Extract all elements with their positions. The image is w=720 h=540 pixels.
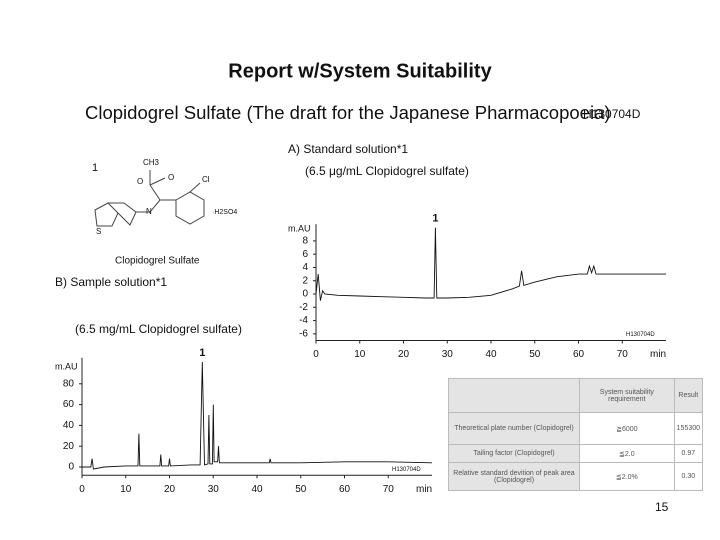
peak-label: 1	[199, 347, 205, 359]
y-tick-label: 20	[63, 441, 75, 452]
x-axis-label: min	[650, 349, 666, 360]
x-tick-label: 40	[251, 484, 263, 495]
table-cell: Relative standard devition of peak area …	[448, 462, 580, 491]
atom-label: Cl	[202, 175, 210, 184]
atom-label: ·H2SO4	[212, 209, 237, 216]
document-code: H130704D	[583, 107, 641, 121]
atom-label: S	[96, 227, 101, 236]
table-cell: Theoretical plate number (Clopidogrel)	[448, 412, 580, 445]
y-tick-label: 60	[63, 399, 75, 410]
chart-subtitle: (6.5 μg/mL Clopidogrel sulfate)	[305, 164, 469, 178]
table-header: Result	[673, 378, 704, 413]
structure-number: 1	[92, 162, 98, 174]
y-tick-label: 0	[68, 462, 74, 473]
x-tick-label: 20	[164, 484, 176, 495]
structure-formula	[94, 170, 205, 227]
slide-title: Report w/System Suitability	[228, 60, 492, 82]
atom-label: O	[168, 173, 174, 182]
table-header: System suitability requirement	[579, 378, 675, 413]
y-tick-label: 80	[63, 378, 75, 389]
table-cell: ≦2.0%	[579, 462, 675, 491]
structure-name: Clopidogrel Sulfate	[115, 256, 200, 267]
y-tick-label: -6	[299, 329, 308, 340]
atom-label: O	[137, 177, 143, 186]
y-tick-label: 6	[302, 249, 308, 260]
table-cell: 155300	[673, 412, 704, 445]
x-tick-label: 70	[617, 349, 629, 360]
slide-subtitle: Clopidogrel Sulfate (The draft for the J…	[85, 102, 611, 123]
x-tick-label: 20	[398, 349, 410, 360]
x-tick-label: 0	[313, 349, 319, 360]
table-cell: ≧6000	[579, 412, 675, 445]
x-tick-label: 10	[120, 484, 132, 495]
x-tick-label: 10	[354, 349, 366, 360]
chart-title: B) Sample solution*1	[55, 275, 167, 289]
y-axis-label: m.AU	[55, 361, 78, 371]
x-tick-label: 60	[573, 349, 585, 360]
page-number: 15	[655, 500, 669, 514]
x-tick-label: 50	[295, 484, 307, 495]
chart-title: A) Standard solution*1	[288, 142, 408, 156]
x-tick-label: 50	[529, 349, 541, 360]
y-tick-label: 0	[302, 289, 308, 300]
y-tick-label: -2	[299, 302, 308, 313]
y-tick-label: 40	[63, 420, 75, 431]
x-tick-label: 60	[339, 484, 351, 495]
watermark: H130704D	[626, 332, 655, 338]
peak-label: 1	[432, 213, 438, 225]
chart-subtitle: (6.5 mg/mL Clopidogrel sulfate)	[75, 322, 242, 336]
y-tick-label: -4	[299, 315, 308, 326]
y-tick-label: 4	[302, 262, 308, 273]
x-tick-label: 40	[485, 349, 497, 360]
y-tick-label: 8	[302, 236, 308, 247]
y-axis-label: m.AU	[288, 223, 311, 233]
x-tick-label: 30	[442, 349, 454, 360]
watermark: H130704D	[392, 467, 421, 473]
x-tick-label: 0	[79, 484, 85, 495]
atom-label: N	[146, 207, 152, 216]
x-axis-label: min	[416, 484, 432, 495]
x-tick-label: 70	[383, 484, 395, 495]
table-cell: ≦2.0	[579, 444, 675, 463]
atom-label: CH3	[143, 158, 160, 167]
table-cell: 0.97	[673, 444, 704, 463]
chromatogram-trace	[315, 227, 666, 301]
table-cell: 0.30	[673, 462, 704, 491]
x-tick-label: 30	[208, 484, 220, 495]
table-header	[448, 378, 580, 413]
chromatogram-trace	[82, 361, 433, 470]
table-cell: Tailing factor (Clopidogrel)	[448, 444, 580, 463]
suitability-table: System suitability requirement Result Th…	[448, 378, 704, 491]
y-tick-label: 2	[302, 275, 308, 286]
